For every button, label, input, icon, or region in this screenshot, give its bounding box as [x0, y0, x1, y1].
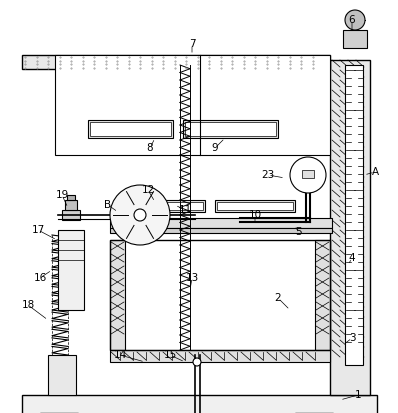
Bar [88, 120, 173, 138]
Text: 15: 15 [163, 350, 177, 360]
Bar [120, 200, 205, 212]
Circle shape [193, 358, 201, 366]
Bar [90, 122, 171, 136]
Bar [110, 240, 330, 350]
Bar [343, 30, 367, 48]
Bar [65, 200, 77, 210]
Bar [185, 122, 276, 136]
Text: 4: 4 [349, 253, 355, 263]
Text: 5: 5 [295, 227, 301, 237]
Bar [345, 65, 363, 365]
Bar [110, 218, 332, 228]
Text: 17: 17 [31, 225, 45, 235]
Bar [110, 228, 332, 233]
Text: 9: 9 [212, 143, 219, 153]
Bar [110, 240, 125, 350]
Bar [67, 195, 75, 200]
Text: 2: 2 [275, 293, 281, 303]
Text: 23: 23 [261, 170, 275, 180]
Circle shape [345, 10, 365, 30]
Text: 18: 18 [21, 300, 35, 310]
Circle shape [134, 209, 146, 221]
Bar [48, 355, 76, 395]
Text: 19: 19 [55, 190, 68, 200]
Bar [22, 55, 330, 69]
Bar [22, 395, 377, 413]
Text: 16: 16 [33, 273, 47, 283]
Text: 8: 8 [147, 143, 153, 153]
Bar [215, 200, 295, 212]
Text: 14: 14 [113, 350, 127, 360]
Bar [55, 55, 330, 155]
Bar [122, 202, 203, 210]
Bar [217, 202, 293, 210]
Bar [330, 60, 370, 395]
Text: B: B [104, 200, 111, 210]
Text: 13: 13 [185, 273, 199, 283]
Text: A: A [371, 167, 378, 177]
Circle shape [110, 185, 170, 245]
Bar [302, 170, 314, 178]
Text: 10: 10 [248, 210, 261, 220]
Text: 7: 7 [189, 39, 195, 49]
Bar [315, 240, 330, 350]
Text: 1: 1 [355, 390, 361, 400]
Circle shape [290, 157, 326, 193]
Bar [62, 210, 80, 220]
Bar [58, 230, 84, 310]
Text: 3: 3 [349, 333, 355, 343]
Bar [183, 120, 278, 138]
Text: 11: 11 [178, 205, 191, 215]
Bar [110, 350, 330, 362]
Text: 12: 12 [141, 185, 155, 195]
Text: 6: 6 [349, 15, 355, 25]
